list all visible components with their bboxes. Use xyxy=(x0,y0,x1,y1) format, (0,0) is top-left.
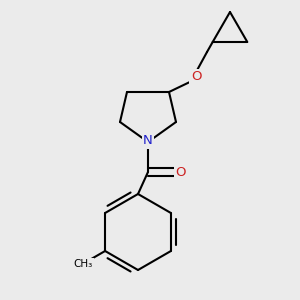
Text: O: O xyxy=(176,166,186,178)
Text: N: N xyxy=(143,134,153,148)
Text: O: O xyxy=(191,70,201,83)
Text: CH₃: CH₃ xyxy=(74,259,93,269)
